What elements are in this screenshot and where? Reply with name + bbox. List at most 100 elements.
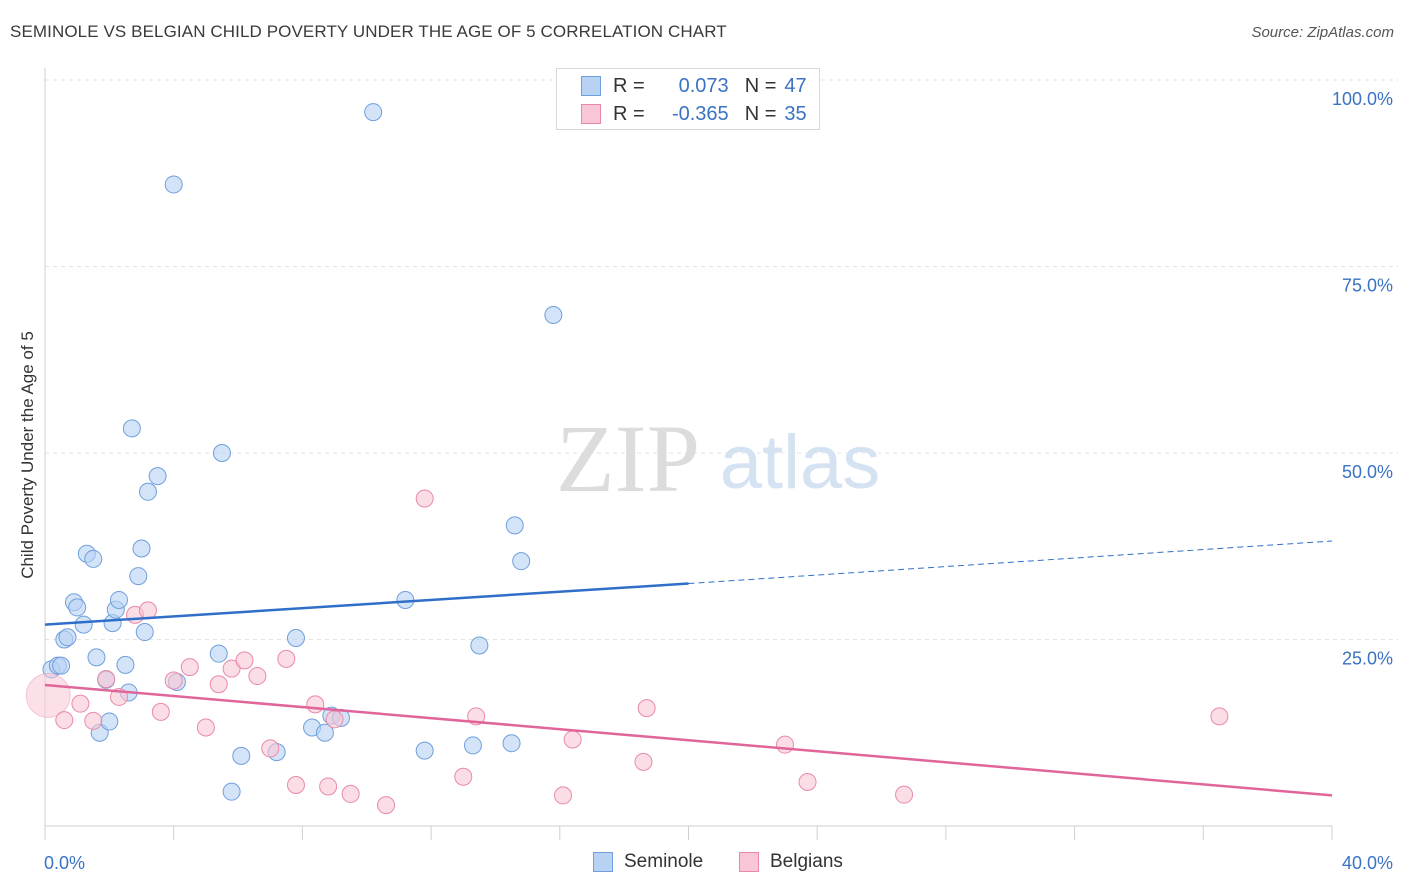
seminole-point — [87, 648, 106, 667]
belgian-point — [277, 649, 296, 668]
y-axis-title: Child Poverty Under the Age of 5 — [18, 331, 37, 579]
seminole-point — [58, 628, 77, 647]
legend-item-seminole[interactable]: Seminole — [593, 851, 703, 873]
correlation-legend: R = 0.073 N = 47 R = -0.365 N = 35 — [556, 68, 820, 130]
belgian-point — [415, 489, 434, 508]
belgian-point — [1210, 707, 1229, 726]
legend-row-seminole: R = 0.073 N = 47 — [581, 74, 807, 98]
belgian-point — [454, 767, 473, 786]
belgian-point — [138, 601, 157, 620]
belgian-point — [209, 675, 228, 694]
seminole-point — [315, 723, 334, 742]
seminole-trend-line — [44, 582, 689, 626]
seminole-point — [512, 552, 531, 571]
seminole-point — [74, 615, 93, 634]
belgian-point — [84, 711, 103, 730]
belgian-point — [151, 702, 170, 721]
belgian-point — [97, 670, 116, 689]
seminole-point — [232, 746, 251, 765]
trend-lines — [44, 540, 1333, 797]
belgian-point — [634, 752, 653, 771]
watermark-zip: ZIP — [556, 405, 700, 512]
belgian-point — [235, 651, 254, 670]
belgian-point — [55, 711, 74, 730]
series-legend: Seminole Belgians — [0, 851, 1406, 879]
belgian-point — [377, 796, 396, 815]
belgian-point — [319, 777, 338, 796]
belgians-series — [25, 489, 1229, 815]
seminole-point — [135, 623, 154, 642]
seminole-point — [364, 103, 383, 122]
y-tick-label: 50.0% — [1342, 462, 1393, 482]
seminole-point — [505, 516, 524, 535]
belgian-point — [25, 672, 71, 718]
belgian-point — [196, 718, 215, 737]
x-tick-label: 0.0% — [44, 853, 85, 873]
belgian-point — [222, 659, 241, 678]
belgian-point — [798, 772, 817, 791]
belgians-swatch — [739, 852, 759, 872]
r-label: R = — [613, 74, 645, 97]
watermark-atlas: atlas — [720, 420, 881, 505]
belgian-point — [286, 775, 305, 794]
watermark: ZIP atlas — [556, 405, 880, 512]
seminole-point — [129, 567, 148, 586]
gridlines — [45, 79, 1398, 640]
seminole-point — [110, 590, 129, 609]
belgian-point — [71, 694, 90, 713]
seminole-point — [132, 539, 151, 558]
n-value: 35 — [784, 102, 807, 125]
seminole-trend-extension — [688, 540, 1333, 585]
belgians-swatch — [581, 104, 601, 124]
belgian-point — [325, 710, 344, 729]
belgian-point — [341, 784, 360, 803]
belgian-point — [164, 671, 183, 690]
r-value: 0.073 — [678, 74, 729, 97]
seminole-point — [116, 655, 135, 674]
r-label: R = — [613, 102, 645, 125]
belgian-point — [563, 730, 582, 749]
seminole-point — [502, 734, 521, 753]
belgian-point — [637, 699, 656, 718]
seminole-point — [463, 736, 482, 755]
seminole-point — [52, 656, 71, 675]
seminole-point — [396, 590, 415, 609]
seminole-point — [470, 636, 489, 655]
seminole-point — [68, 598, 87, 617]
belgian-point — [180, 658, 199, 677]
seminole-point — [544, 305, 563, 324]
legend-row-belgians: R = -0.365 N = 35 — [581, 102, 807, 126]
r-value: -0.365 — [671, 102, 729, 125]
seminole-swatch — [593, 852, 613, 872]
seminole-point — [164, 175, 183, 194]
n-label: N = — [744, 102, 777, 125]
belgian-point — [248, 667, 267, 686]
seminole-point — [100, 712, 119, 731]
x-tick-label: 40.0% — [1342, 853, 1393, 873]
seminole-point — [415, 741, 434, 760]
belgian-point — [895, 785, 914, 804]
chart-title: SEMINOLE VS BELGIAN CHILD POVERTY UNDER … — [10, 22, 727, 41]
legend-item-belgians[interactable]: Belgians — [739, 851, 843, 873]
seminole-point — [209, 644, 228, 663]
seminole-point — [84, 549, 103, 568]
n-label: N = — [744, 74, 777, 97]
legend-label-seminole: Seminole — [624, 851, 704, 872]
y-tick-label: 25.0% — [1342, 649, 1393, 669]
tick-labels: 25.0% 50.0% 75.0% 100.0% 0.0% 40.0% — [44, 89, 1393, 873]
n-value: 47 — [784, 74, 807, 97]
y-tick-label: 75.0% — [1342, 276, 1393, 296]
seminole-point — [138, 482, 157, 501]
seminole-point — [122, 419, 141, 438]
seminole-point — [222, 782, 241, 801]
y-tick-label: 100.0% — [1332, 89, 1393, 109]
source-credit: Source: ZipAtlas.com — [1251, 24, 1394, 41]
belgian-point — [554, 786, 573, 805]
seminole-point — [148, 467, 167, 486]
legend-label-belgians: Belgians — [770, 851, 843, 872]
seminole-swatch — [581, 76, 601, 96]
belgian-point — [306, 695, 325, 714]
belgians-trend-line — [44, 683, 1333, 797]
belgian-point — [261, 739, 280, 758]
